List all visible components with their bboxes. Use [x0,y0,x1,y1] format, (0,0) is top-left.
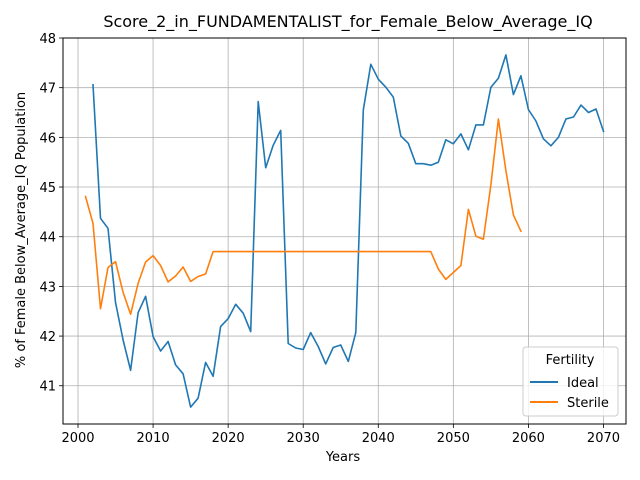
y-tick-label: 41 [39,380,56,395]
y-tick-label: 44 [39,231,56,246]
y-tick-label: 42 [39,330,56,345]
x-axis: 2000 2010 2020 2030 2040 2050 2060 2070 [61,424,620,446]
series-line-ideal [92,54,605,408]
y-tick-label: 45 [39,181,56,196]
x-tick-label: 2030 [287,431,320,446]
legend-title: Fertility [546,353,595,368]
x-tick-label: 2010 [137,431,170,446]
series-layer [84,54,605,408]
legend-label-ideal: Ideal [567,376,599,391]
plot-frame [62,37,627,425]
x-tick-label: 2040 [362,431,395,446]
x-axis-label: Years [325,450,361,465]
legend-label-sterile: Sterile [567,396,609,411]
x-tick-label: 2050 [437,431,470,446]
chart-title: Score_2_in_FUNDAMENTALIST_for_Female_Bel… [103,12,592,32]
y-tick-label: 48 [39,32,56,47]
y-axis: 41 42 43 44 45 46 47 48 [39,32,63,395]
y-tick-label: 43 [39,280,56,295]
x-tick-label: 2060 [512,431,545,446]
x-tick-label: 2000 [61,431,94,446]
grid-lines [63,37,626,424]
y-tick-label: 46 [39,131,56,146]
x-tick-label: 2070 [587,431,620,446]
series-line-sterile [84,118,522,316]
x-tick-label: 2020 [212,431,245,446]
y-axis-label: % of Female Below_Average_IQ Population [14,92,29,368]
legend-box [522,346,619,417]
y-tick-label: 47 [39,82,56,97]
legend: Fertility Ideal Sterile [522,346,619,417]
